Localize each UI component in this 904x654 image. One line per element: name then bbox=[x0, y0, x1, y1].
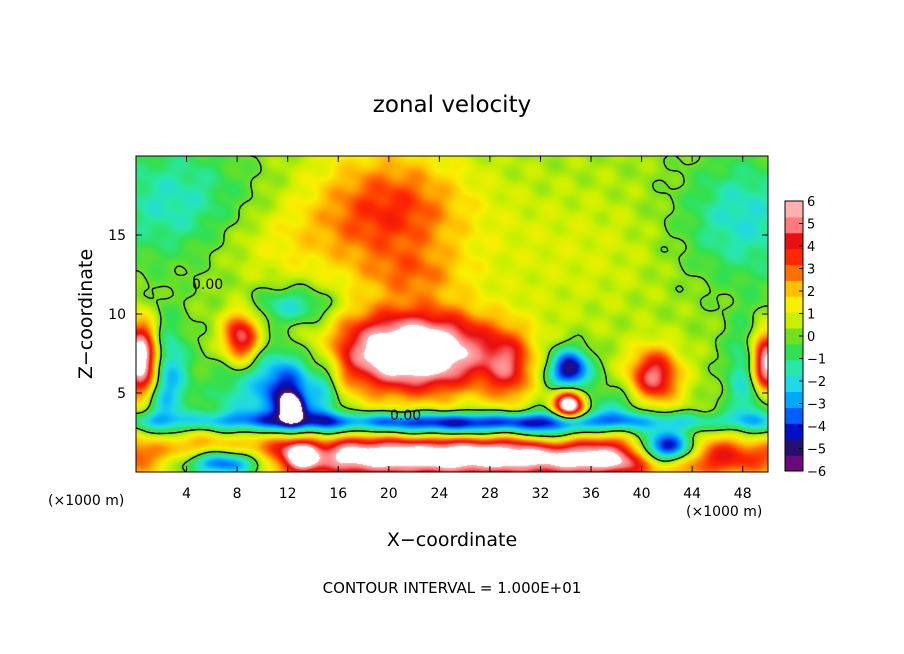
x-tick-label: 44 bbox=[683, 486, 701, 502]
contour-interval-note: CONTOUR INTERVAL = 1.000E+01 bbox=[323, 579, 582, 597]
y-tick-label: 10 bbox=[108, 307, 126, 323]
x-axis-label: X−coordinate bbox=[387, 529, 517, 551]
contour-lines bbox=[135, 155, 769, 473]
colorbar-tick-label: −1 bbox=[807, 353, 826, 368]
contour-label-2: 0.00 bbox=[390, 408, 421, 424]
colorbar-swatch bbox=[785, 216, 803, 234]
x-unit-right: (×1000 m) bbox=[686, 504, 762, 520]
colorbar-tick-label: −3 bbox=[807, 398, 826, 413]
x-tick-label: 12 bbox=[279, 486, 297, 502]
x-tick-label: 28 bbox=[481, 486, 499, 502]
colorbar-swatch bbox=[785, 359, 803, 377]
y-tick-label: 5 bbox=[117, 386, 126, 402]
contour-label-1: 0.00 bbox=[192, 277, 223, 293]
colorbar-swatch bbox=[785, 423, 803, 440]
colorbar: 6 5 4 3 2 1 0 −1 −2 −3 −4 −5 −6 bbox=[784, 195, 826, 480]
x-tick-label: 16 bbox=[329, 486, 347, 502]
colorbar-swatch bbox=[785, 455, 803, 472]
x-axis-ticks: 4 8 12 16 20 24 28 32 36 40 44 48 bbox=[182, 156, 752, 502]
colorbar-tick-label: 2 bbox=[807, 285, 815, 300]
x-tick-label: 36 bbox=[582, 486, 600, 502]
y-axis-ticks: 5 10 15 bbox=[108, 228, 768, 402]
colorbar-swatch bbox=[785, 391, 803, 408]
y-tick-label: 15 bbox=[108, 228, 126, 244]
colorbar-swatch bbox=[785, 407, 803, 424]
contour-zero bbox=[135, 155, 769, 473]
colorbar-tick-label: −4 bbox=[807, 420, 826, 435]
x-unit-left: (×1000 m) bbox=[48, 493, 124, 509]
colorbar-swatch bbox=[785, 312, 803, 329]
heatmap-field bbox=[136, 156, 768, 472]
x-tick-label: 24 bbox=[430, 486, 448, 502]
colorbar-swatch bbox=[785, 280, 803, 297]
colorbar-swatch bbox=[785, 248, 803, 266]
colorbar-swatch bbox=[785, 439, 803, 456]
x-tick-label: 20 bbox=[380, 486, 398, 502]
colorbar-tick-label: 4 bbox=[807, 240, 815, 255]
colorbar-tick-label: 0 bbox=[807, 330, 815, 345]
x-tick-label: 32 bbox=[532, 486, 550, 502]
colorbar-swatch bbox=[785, 264, 803, 281]
colorbar-tick-label: 3 bbox=[807, 263, 815, 278]
colorbar-tick-label: 5 bbox=[807, 218, 815, 233]
colorbar-tick-label: −5 bbox=[807, 443, 826, 458]
y-axis-label: Z−coordinate bbox=[75, 249, 97, 379]
colorbar-swatch bbox=[785, 296, 803, 313]
x-tick-label: 40 bbox=[633, 486, 651, 502]
colorbar-swatch bbox=[785, 232, 803, 250]
colorbar-tick-label: −6 bbox=[807, 465, 826, 480]
colorbar-tick-label: 6 bbox=[807, 195, 815, 210]
colorbar-swatch bbox=[785, 343, 803, 361]
chart-title: zonal velocity bbox=[373, 92, 531, 118]
x-tick-label: 48 bbox=[734, 486, 752, 502]
colorbar-swatch bbox=[785, 375, 803, 393]
colorbar-tick-label: 1 bbox=[807, 308, 815, 323]
x-tick-label: 8 bbox=[233, 486, 242, 502]
colorbar-swatch bbox=[785, 328, 803, 345]
colorbar-tick-label: −2 bbox=[807, 375, 826, 390]
x-tick-label: 4 bbox=[182, 486, 191, 502]
colorbar-swatch bbox=[785, 201, 803, 218]
